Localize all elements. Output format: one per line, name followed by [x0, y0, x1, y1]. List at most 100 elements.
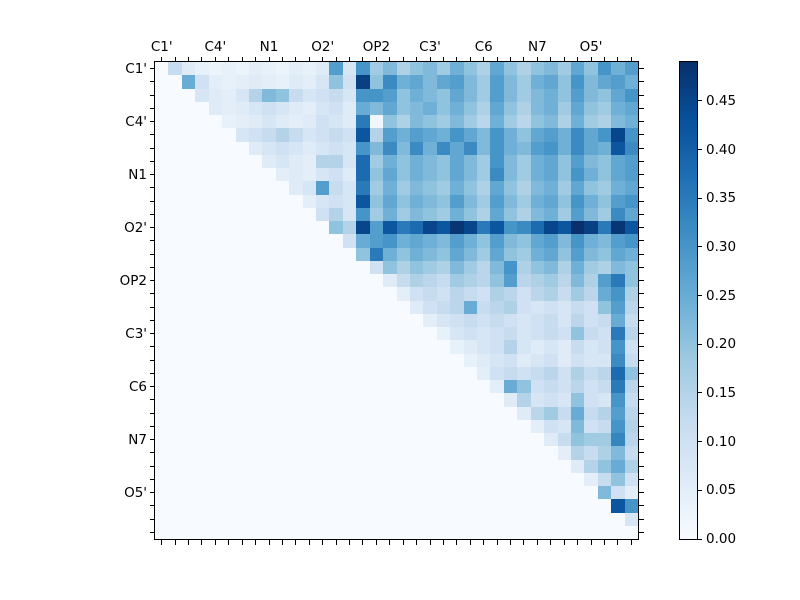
- axis-tick: [150, 346, 155, 348]
- heatmap-cell: [503, 446, 518, 460]
- heatmap-cell: [517, 260, 531, 274]
- heatmap-cell: [544, 446, 558, 460]
- heatmap-cell: [235, 287, 249, 301]
- heatmap-cell: [490, 181, 504, 195]
- axis-tick: [335, 57, 337, 62]
- heatmap-cell: [463, 207, 477, 221]
- heatmap-cell: [195, 207, 209, 221]
- heatmap-cell: [235, 419, 249, 433]
- heatmap-cell: [275, 207, 290, 221]
- heatmap-cell: [450, 499, 464, 513]
- heatmap-cell: [450, 274, 464, 288]
- heatmap-cell: [222, 88, 236, 102]
- heatmap-cell: [530, 433, 545, 447]
- heatmap-cell: [168, 287, 182, 301]
- heatmap-cell: [544, 393, 558, 407]
- heatmap-cell: [584, 353, 598, 367]
- heatmap-cell: [181, 300, 196, 314]
- heatmap-cell: [570, 300, 585, 314]
- heatmap-cell: [383, 433, 397, 447]
- heatmap-cell: [181, 353, 196, 367]
- heatmap-cell: [436, 181, 451, 195]
- heatmap-cell: [463, 525, 477, 539]
- heatmap-cell: [302, 327, 316, 341]
- heatmap-cell: [222, 393, 236, 407]
- axis-tick: [281, 57, 283, 62]
- axis-tick: [442, 57, 444, 62]
- heatmap-cell: [409, 486, 424, 500]
- axis-tick: [590, 540, 592, 545]
- heatmap-cell: [423, 472, 437, 486]
- heatmap-cell: [155, 115, 169, 129]
- heatmap-cell: [222, 419, 236, 433]
- heatmap-cell: [289, 234, 303, 248]
- heatmap-cell: [624, 128, 638, 142]
- heatmap-cell: [396, 512, 410, 526]
- heatmap-cell: [302, 75, 316, 89]
- heatmap-cell: [275, 75, 290, 89]
- heatmap-cell: [584, 62, 598, 76]
- heatmap-cell: [181, 181, 196, 195]
- heatmap-cell: [383, 446, 397, 460]
- heatmap-cell: [222, 353, 236, 367]
- heatmap-cell: [383, 393, 397, 407]
- heatmap-cell: [517, 353, 531, 367]
- heatmap-cell: [289, 194, 303, 208]
- heatmap-cell: [235, 221, 249, 235]
- heatmap-cell: [597, 88, 612, 102]
- heatmap-cell: [208, 62, 223, 76]
- heatmap-cell: [597, 260, 612, 274]
- heatmap-cell: [570, 62, 585, 76]
- heatmap-cell: [436, 340, 451, 354]
- heatmap-cell: [436, 433, 451, 447]
- heatmap-cell: [570, 194, 585, 208]
- heatmap-cell: [316, 115, 330, 129]
- heatmap-cell: [248, 207, 263, 221]
- axis-tick: [639, 492, 644, 494]
- heatmap-cell: [262, 380, 276, 394]
- heatmap-cell: [490, 207, 504, 221]
- heatmap-cell: [369, 234, 384, 248]
- heatmap-cell: [584, 194, 598, 208]
- heatmap-cell: [450, 234, 464, 248]
- heatmap-cell: [181, 313, 196, 327]
- heatmap-cell: [248, 128, 263, 142]
- heatmap-cell: [597, 406, 612, 420]
- heatmap-cell: [503, 287, 518, 301]
- heatmap-cell: [262, 313, 276, 327]
- heatmap-cell: [611, 512, 625, 526]
- axis-tick: [268, 57, 270, 62]
- axis-tick: [150, 425, 155, 427]
- heatmap-cell: [544, 499, 558, 513]
- heatmap-cell: [195, 128, 209, 142]
- axis-tick: [402, 540, 404, 545]
- heatmap-cell: [490, 340, 504, 354]
- axis-tick: [639, 346, 644, 348]
- heatmap-cell: [530, 154, 545, 168]
- heatmap-cell: [611, 499, 625, 513]
- heatmap-cell: [181, 260, 196, 274]
- heatmap-cell: [409, 366, 424, 380]
- heatmap-cell: [477, 446, 491, 460]
- heatmap-cell: [289, 168, 303, 182]
- heatmap-cell: [396, 433, 410, 447]
- heatmap-cell: [342, 207, 357, 221]
- heatmap-cell: [611, 207, 625, 221]
- heatmap-cell: [155, 101, 169, 115]
- heatmap-cell: [356, 380, 370, 394]
- heatmap-cell: [423, 313, 437, 327]
- heatmap-cell: [557, 313, 571, 327]
- heatmap-cell: [490, 75, 504, 89]
- heatmap-cell: [503, 115, 518, 129]
- axis-tick: [536, 540, 538, 545]
- heatmap-cell: [248, 141, 263, 155]
- heatmap-cell: [275, 141, 290, 155]
- heatmap-cell: [557, 512, 571, 526]
- axis-tick: [201, 540, 203, 545]
- heatmap-cell: [450, 512, 464, 526]
- heatmap-cell: [611, 406, 625, 420]
- heatmap-cell: [369, 327, 384, 341]
- heatmap-cell: [570, 525, 585, 539]
- heatmap-cell: [369, 366, 384, 380]
- heatmap-cell: [383, 327, 397, 341]
